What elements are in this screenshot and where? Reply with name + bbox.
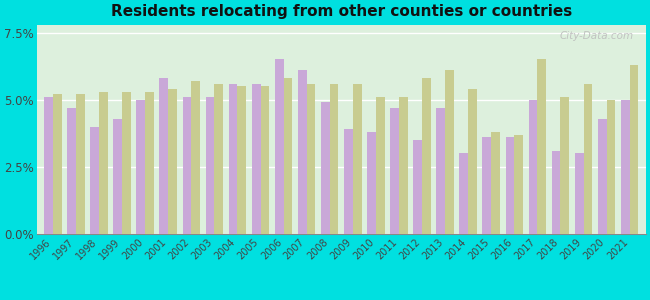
Bar [252,84,261,234]
Bar [606,100,616,234]
Bar [506,137,514,234]
Bar [90,127,99,234]
Bar [538,59,546,234]
Title: Residents relocating from other counties or countries: Residents relocating from other counties… [111,4,572,19]
Bar [353,84,361,234]
Bar [482,137,491,234]
Bar [399,97,408,234]
Bar [237,86,246,234]
Bar [229,84,237,234]
Bar [122,92,131,234]
Bar [390,108,399,234]
Bar [468,89,477,234]
Bar [560,97,569,234]
Bar [53,94,62,234]
Text: City-Data.com: City-Data.com [560,31,634,41]
Bar [514,135,523,234]
Bar [183,97,191,234]
Bar [67,108,76,234]
Bar [528,100,538,234]
Bar [491,132,500,234]
Bar [584,84,592,234]
Bar [460,153,468,234]
Bar [298,70,307,234]
Bar [159,78,168,234]
Bar [99,92,108,234]
Bar [630,65,638,234]
Bar [261,86,269,234]
Bar [598,118,606,234]
Bar [413,140,422,234]
Bar [575,153,584,234]
Bar [145,92,154,234]
Bar [330,84,339,234]
Bar [205,97,214,234]
Bar [321,102,330,234]
Bar [283,78,292,234]
Bar [376,97,385,234]
Bar [136,100,145,234]
Bar [552,151,560,234]
Bar [422,78,431,234]
Bar [44,97,53,234]
Bar [621,100,630,234]
Bar [275,59,283,234]
Bar [436,108,445,234]
Bar [191,81,200,234]
Bar [214,84,223,234]
Bar [344,129,353,234]
Bar [445,70,454,234]
Bar [76,94,85,234]
Bar [367,132,376,234]
Bar [113,118,122,234]
Bar [168,89,177,234]
Bar [307,84,315,234]
